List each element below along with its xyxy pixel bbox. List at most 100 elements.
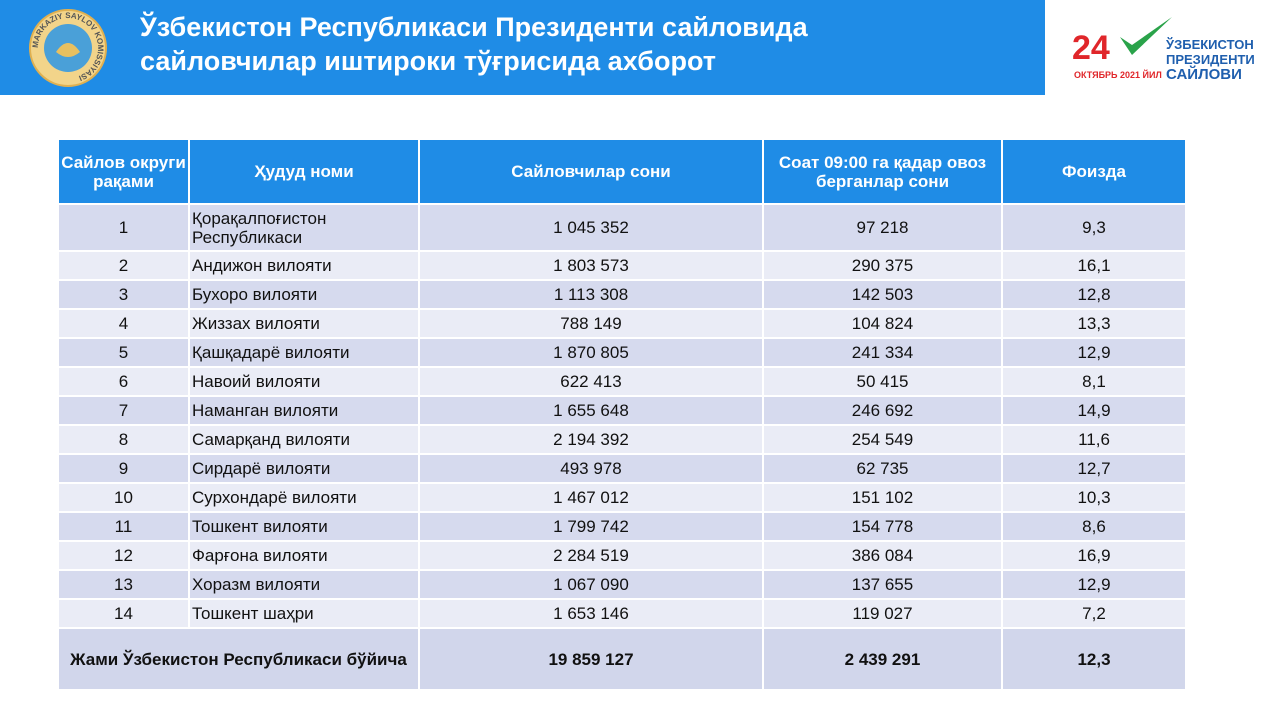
- cell: 97 218: [762, 203, 1003, 252]
- cell: 12,8: [1001, 279, 1187, 310]
- cell: Сайлов округи рақами: [57, 138, 190, 205]
- cell: 1 870 805: [418, 337, 764, 368]
- cell: Сурхондарё вилояти: [188, 482, 420, 513]
- turnout-table: Сайлов округи рақами Ҳудуд номи Сайловчила…: [57, 138, 1187, 691]
- cell: 1: [57, 203, 190, 252]
- cell: 386 084: [762, 540, 1003, 571]
- cell: 1 045 352: [418, 203, 764, 252]
- cell: 1 799 742: [418, 511, 764, 542]
- cell: Тошкент шаҳри: [188, 598, 420, 629]
- cell: 788 149: [418, 308, 764, 339]
- logo-line: САЙЛОВИ: [1166, 65, 1242, 83]
- cell: 154 778: [762, 511, 1003, 542]
- cell: 1 113 308: [418, 279, 764, 310]
- logo-date: ОКТЯБРЬ 2021 ЙИЛ: [1074, 69, 1162, 80]
- cell: 13: [57, 569, 190, 600]
- data-row: 14 Тошкент шаҳри 1 653 146 119 027 7,2: [57, 598, 1187, 629]
- cell: 12,3: [1001, 627, 1187, 691]
- cell: 11: [57, 511, 190, 542]
- cell: 7: [57, 395, 190, 426]
- data-row: 11 Тошкент вилояти 1 799 742 154 778 8,6: [57, 511, 1187, 542]
- data-row: 2 Андижон вилояти 1 803 573 290 375 16,1: [57, 250, 1187, 281]
- cell: 2: [57, 250, 190, 281]
- cell: 2 439 291: [762, 627, 1003, 691]
- cell: 142 503: [762, 279, 1003, 310]
- cell: Жами Ўзбекистон Республикаси бўйича: [57, 627, 420, 691]
- cell: Жиззах вилояти: [188, 308, 420, 339]
- data-row: 7 Наманган вилояти 1 655 648 246 692 14,9: [57, 395, 1187, 426]
- cell: 493 978: [418, 453, 764, 484]
- data-row: 1 Қорақалпоғистон Республикаси 1 045 352 97…: [57, 203, 1187, 252]
- cell: 1 653 146: [418, 598, 764, 629]
- cell: 290 375: [762, 250, 1003, 281]
- cell: 104 824: [762, 308, 1003, 339]
- data-row: 10 Сурхондарё вилояти 1 467 012 151 102 10,3: [57, 482, 1187, 513]
- header-row: Сайлов округи рақами Ҳудуд номи Сайловчила…: [57, 138, 1187, 205]
- cell: 13,3: [1001, 308, 1187, 339]
- cell: Навоий вилояти: [188, 366, 420, 397]
- cell: 241 334: [762, 337, 1003, 368]
- data-row: 12 Фарғона вилояти 2 284 519 386 084 16,9: [57, 540, 1187, 571]
- cell: 12,9: [1001, 337, 1187, 368]
- data-row: 5 Қашқадарё вилояти 1 870 805 241 334 12,9: [57, 337, 1187, 368]
- header-bar: [0, 0, 1045, 95]
- cell: 9,3: [1001, 203, 1187, 252]
- cell: Фарғона вилояти: [188, 540, 420, 571]
- cell: 14: [57, 598, 190, 629]
- cell: 622 413: [418, 366, 764, 397]
- cell: 137 655: [762, 569, 1003, 600]
- cell: 3: [57, 279, 190, 310]
- cell: 1 067 090: [418, 569, 764, 600]
- cell: 10,3: [1001, 482, 1187, 513]
- cell: 62 735: [762, 453, 1003, 484]
- data-row: 13 Хоразм вилояти 1 067 090 137 655 12,9: [57, 569, 1187, 600]
- title-line: Ўзбекистон Республикаси Президенти сайло…: [140, 12, 808, 42]
- cell: 4: [57, 308, 190, 339]
- cell: Самарқанд вилояти: [188, 424, 420, 455]
- cell: 8: [57, 424, 190, 455]
- cell: 19 859 127: [418, 627, 764, 691]
- data-row: 9 Сирдарё вилояти 493 978 62 735 12,7: [57, 453, 1187, 484]
- cell: 246 692: [762, 395, 1003, 426]
- cell: Қорақалпоғистон Республикаси: [188, 203, 420, 252]
- cell: Андижон вилояти: [188, 250, 420, 281]
- title-line: сайловчилар иштироки тўғрисида ахборот: [140, 46, 717, 76]
- cell: 16,1: [1001, 250, 1187, 281]
- cell: 2 284 519: [418, 540, 764, 571]
- data-row: 4 Жиззах вилояти 788 149 104 824 13,3: [57, 308, 1187, 339]
- cell: Соат 09:00 га қадар овоз берганлар сони: [762, 138, 1003, 205]
- cell: 12,9: [1001, 569, 1187, 600]
- cell: 12,7: [1001, 453, 1187, 484]
- cell: 50 415: [762, 366, 1003, 397]
- cell: 5: [57, 337, 190, 368]
- logo-day: 24: [1072, 29, 1110, 67]
- cell: 8,1: [1001, 366, 1187, 397]
- cell: Сайловчилар сони: [418, 138, 764, 205]
- cell: 1 467 012: [418, 482, 764, 513]
- cell: 9: [57, 453, 190, 484]
- cell: 119 027: [762, 598, 1003, 629]
- cell: 1 803 573: [418, 250, 764, 281]
- cell: 151 102: [762, 482, 1003, 513]
- cell: Тошкент вилояти: [188, 511, 420, 542]
- data-row: 3 Бухоро вилояти 1 113 308 142 503 12,8: [57, 279, 1187, 310]
- data-row: 6 Навоий вилояти 622 413 50 415 8,1: [57, 366, 1187, 397]
- cell: Хоразм вилояти: [188, 569, 420, 600]
- total-row: Жами Ўзбекистон Республикаси бўйича 19 85…: [57, 627, 1187, 691]
- cell: 7,2: [1001, 598, 1187, 629]
- cell: 10: [57, 482, 190, 513]
- cell: 8,6: [1001, 511, 1187, 542]
- cell: Наманган вилояти: [188, 395, 420, 426]
- cell: Фоизда: [1001, 138, 1187, 205]
- election-logo: 24 ОКТЯБРЬ 2021 ЙИЛ ЎЗБЕКИСТОН ПРЕЗИДЕНТ…: [1072, 17, 1255, 83]
- cell: Сирдарё вилояти: [188, 453, 420, 484]
- emblem: MARKAZIY SAYLOV KOMISSIYASI: [29, 9, 107, 87]
- cell: Ҳудуд номи: [188, 138, 420, 205]
- cell: Қашқадарё вилояти: [188, 337, 420, 368]
- cell: Бухоро вилояти: [188, 279, 420, 310]
- cell: 1 655 648: [418, 395, 764, 426]
- title: Ўзбекистон Республикаси Президенти сайло…: [140, 10, 808, 78]
- cell: 6: [57, 366, 190, 397]
- data-row: 8 Самарқанд вилояти 2 194 392 254 549 11,6: [57, 424, 1187, 455]
- cell: 254 549: [762, 424, 1003, 455]
